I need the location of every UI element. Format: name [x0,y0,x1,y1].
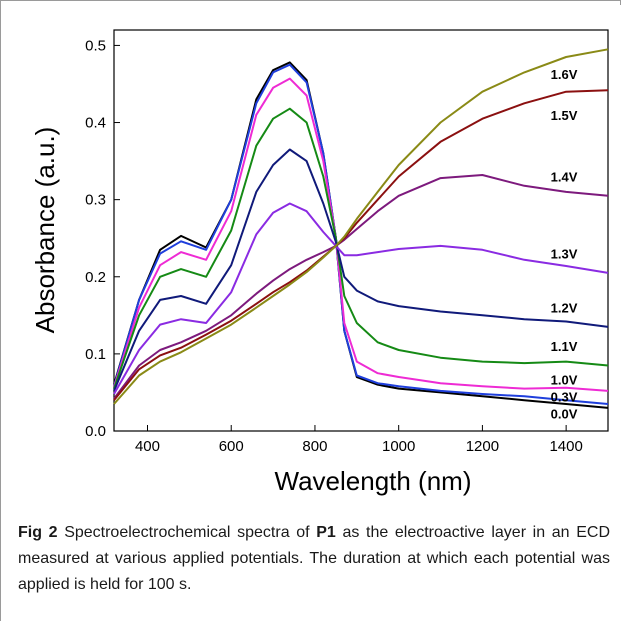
series-line-1-3V [113,202,609,395]
potential-label: 1.5V [551,108,578,123]
series-line-1-6V [113,48,609,405]
y-tick-label: 0.2 [85,269,106,286]
y-tick-label: 0.4 [85,115,106,132]
y-tick-label: 0.3 [85,192,106,209]
potential-label: 1.3V [551,247,578,262]
y-axis-label: Absorbance (a.u.) [30,127,60,334]
potential-label: 1.4V [551,170,578,185]
chart-annotations: 1.6V 1.5V 1.4V 1.3V 1.2V 1.1V 1.0V 0.3V 0.0V [551,67,578,421]
x-tick-label: 400 [135,438,160,455]
x-tick-label: 800 [302,438,327,455]
series-line-1-0V [113,77,609,392]
caption-compound: P1 [316,524,336,541]
chart-axes: 400 600 800 1000 1200 1400 0.0 0.1 0.2 0.3 0.4 0.5 [85,29,609,455]
potential-label: 1.0V [551,372,578,387]
y-tick-label: 0.5 [85,37,106,54]
potential-label: 1.6V [551,67,578,82]
caption-text-before: Spectroelectrochemical spectra of [57,524,317,541]
caption-fig-label: Fig 2 [18,524,58,541]
series-line-1-4V [113,174,609,400]
potential-label: 1.2V [551,301,578,316]
x-axis-label: Wavelength (nm) [275,466,472,496]
series-line-0-0V [113,61,609,409]
potential-label: 1.1V [551,339,578,354]
spectra-chart: 400 600 800 1000 1200 14000.00.10.20.30.40.5 … [30,29,609,496]
series-line-1-5V [113,89,609,401]
figure-caption: Fig 2 Spectroelectrochemical spectra of … [18,520,610,598]
y-tick-label: 0.0 [85,423,106,440]
frame-left-border [0,0,1,621]
x-tick-label: 600 [219,438,244,455]
series-line-1-2V [113,148,609,392]
plot-area-border [113,29,609,432]
potential-label: 0.3V [551,389,578,404]
x-tick-label: 1200 [466,438,499,455]
x-tick-label: 1000 [382,438,415,455]
series-line-0-3V [113,63,609,405]
frame-top-border [0,0,621,1]
potential-label: 0.0V [551,406,578,421]
chart-series [113,48,609,409]
y-tick-label: 0.1 [85,346,106,363]
series-line-1-1V [113,107,609,389]
caption-text-after: as the electroactive layer in an ECD mea… [18,524,610,593]
x-tick-label: 1400 [549,438,582,455]
